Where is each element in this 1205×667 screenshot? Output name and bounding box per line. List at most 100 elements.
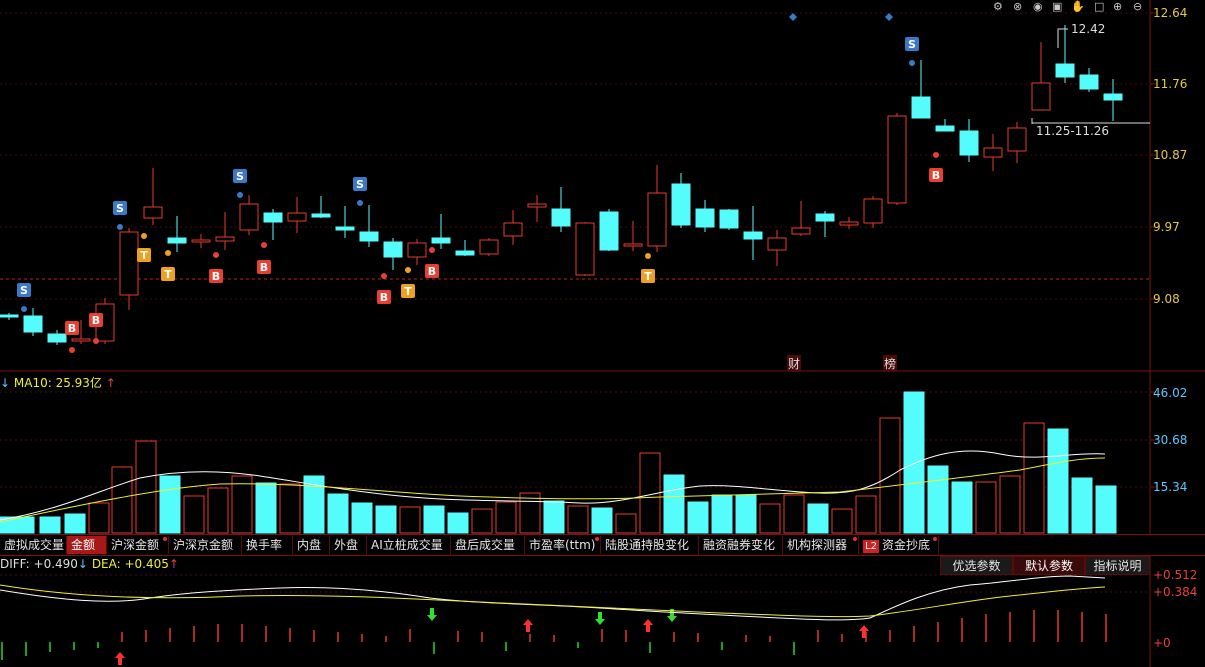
candle <box>887 113 907 205</box>
candle <box>527 195 547 222</box>
candle <box>911 60 931 119</box>
volume-bar <box>447 512 469 534</box>
volume-bar <box>183 495 205 534</box>
volume-bar <box>759 503 781 534</box>
volume-bar <box>1047 428 1069 534</box>
signal-dot <box>933 152 939 158</box>
volume-bar <box>903 391 925 534</box>
signal-dot <box>237 192 243 198</box>
signal-dot <box>909 60 915 66</box>
tab-virtual-volume[interactable]: 虚拟成交量 <box>0 536 67 554</box>
price-tick: 10.87 <box>1153 148 1188 162</box>
price-tick: 11.76 <box>1153 77 1188 91</box>
volume-bar <box>303 475 325 534</box>
candle <box>863 196 883 228</box>
signal-dot <box>213 252 219 258</box>
camera-icon[interactable]: ▣ <box>1052 0 1063 13</box>
candle <box>1055 25 1075 83</box>
new-dot-icon <box>853 537 857 541</box>
tab-hs-amount[interactable]: 沪深金额 <box>107 536 169 554</box>
candle <box>263 209 283 240</box>
candle <box>287 197 307 233</box>
candle <box>23 308 43 336</box>
signal-dot <box>141 233 147 239</box>
candle <box>1031 42 1051 111</box>
candle <box>599 209 619 251</box>
diamond-marker <box>789 13 797 21</box>
volume-bar <box>1071 477 1093 534</box>
volume-bar <box>927 465 949 534</box>
signal-dot <box>381 273 387 279</box>
new-dot-icon <box>163 537 167 541</box>
tab-ai-volume[interactable]: AI立桩成交量 <box>367 536 451 554</box>
tab-margin[interactable]: 融资融券变化 <box>699 536 783 554</box>
diff-value: DIFF: +0.490 <box>0 557 78 571</box>
volume-bar <box>39 516 61 534</box>
candle <box>671 173 691 228</box>
signal-dot <box>645 253 651 259</box>
default-params-button[interactable]: 默认参数 <box>1013 556 1085 575</box>
volume-bar <box>88 502 110 534</box>
t-signal: T <box>641 269 655 283</box>
candle <box>551 187 571 232</box>
tab-pe-ttm[interactable]: 市盈率(ttm) <box>525 536 601 554</box>
sell-signal: S <box>905 37 919 51</box>
signal-dot <box>429 247 435 253</box>
candle <box>695 200 715 232</box>
tab-outer[interactable]: 外盘 <box>330 536 367 554</box>
candle <box>791 201 811 236</box>
finance-tag[interactable]: 财 <box>787 355 802 372</box>
tab-after-hours[interactable]: 盘后成交量 <box>451 536 525 554</box>
volume-bar <box>519 492 541 534</box>
hand-icon[interactable]: ✋ <box>1071 0 1085 13</box>
macd-tick: +0.384 <box>1153 585 1198 599</box>
signal-dot <box>165 250 171 256</box>
tab-institution[interactable]: 机构探测器 <box>783 536 859 554</box>
zoom-in-icon[interactable]: ⊕ <box>1113 0 1123 13</box>
t-signal: T <box>401 284 415 298</box>
maximize-icon[interactable]: □ <box>1094 0 1105 13</box>
candle <box>479 238 499 256</box>
arrow-up-icon <box>643 619 653 632</box>
svg-text:S: S <box>236 170 244 183</box>
tab-turnover[interactable]: 换手率 <box>242 536 293 554</box>
signal-dot <box>21 306 27 312</box>
price-axis <box>1150 12 1156 300</box>
signal-markers: S S S S S B B B B B B B T T T T <box>17 13 943 353</box>
candle <box>647 165 667 252</box>
arrow-up-icon <box>523 619 533 632</box>
tab-northbound[interactable]: 陆股通持股变化 <box>601 536 699 554</box>
eye-icon[interactable]: ◉ <box>1033 0 1043 13</box>
optimized-params-button[interactable]: 优选参数 <box>940 556 1013 575</box>
overlay-icon[interactable]: ⊗ <box>1013 0 1023 13</box>
ranking-tag[interactable]: 榜 <box>883 355 898 372</box>
tab-amount[interactable]: 金额 <box>67 536 107 554</box>
l2-badge: L2 <box>863 540 879 553</box>
svg-text:T: T <box>404 285 412 298</box>
volume-bar <box>207 487 229 534</box>
zoom-out-icon[interactable]: ⊖ <box>1133 0 1143 13</box>
ma-lines <box>0 450 1106 621</box>
volume-bar <box>64 513 86 534</box>
signal-dot <box>357 200 363 206</box>
settings-icon[interactable]: ⚙ <box>993 0 1003 13</box>
buy-signal: B <box>257 260 271 274</box>
price-tick: 9.08 <box>1153 292 1180 306</box>
candle <box>575 222 595 276</box>
signal-dot <box>69 347 75 353</box>
signal-dot <box>405 267 411 273</box>
candle <box>455 240 475 256</box>
tab-hsj-amount[interactable]: 沪深京金额 <box>169 536 242 554</box>
ma10-value: MA10: 25.93亿 <box>13 376 102 390</box>
arrow-down-icon: ↓ <box>0 376 11 390</box>
volume-bar <box>1023 422 1045 534</box>
tab-inner[interactable]: 内盘 <box>293 536 330 554</box>
sell-signal: S <box>17 283 31 297</box>
svg-text:S: S <box>908 38 916 51</box>
volume-bar <box>423 505 445 534</box>
svg-text:T: T <box>140 249 148 262</box>
dea-line <box>0 584 1106 618</box>
svg-text:S: S <box>20 284 28 297</box>
tab-capital-bottom[interactable]: L2 资金抄底 <box>859 536 939 554</box>
indicator-help-button[interactable]: 指标说明 <box>1085 556 1150 575</box>
